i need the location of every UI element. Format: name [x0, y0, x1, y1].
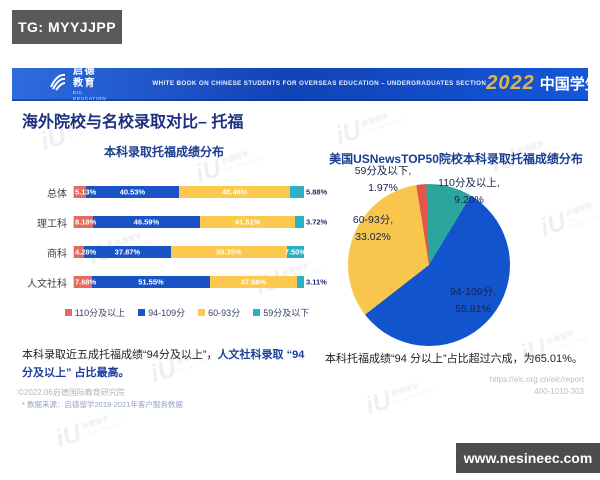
bar-track: 7.68% 51.55% 37.66% 3.11% [73, 276, 327, 288]
bar-segment: 7.50% [284, 246, 306, 258]
bar-segment-label: 5.88% [305, 187, 328, 197]
legend-item: 60-93分 [198, 306, 240, 319]
bar-row: 理工科 8.18% 46.59% 41.51% 3.72% [15, 216, 327, 230]
banner-title-cn: 中国学生留学白皮书 [539, 76, 600, 93]
eic-logo: 启德教育 EIC EDUCATION [48, 66, 106, 101]
bar-segment-label: 46.59% [133, 217, 160, 227]
left-conclusion-normal: 本科录取近五成托福成绩“94分及以上”， [22, 349, 218, 361]
bar-track: 4.28% 37.87% 50.35% 7.50% [73, 246, 306, 258]
banner-title: 2022 中国学生留学白皮书 – 本科篇 [486, 72, 600, 95]
phone-number: 400-1010-303 [534, 387, 584, 397]
bar-segment: 3.11% [296, 276, 327, 288]
bar-segment: 7.68% [74, 276, 96, 288]
bar-segment-label: 51.55% [138, 277, 164, 287]
legend-item: 59分及以下 [253, 306, 309, 319]
legend-label: 94-109分 [148, 308, 186, 318]
legend-swatch [64, 309, 72, 316]
legend-item: 110分及以上 [64, 306, 126, 319]
bar-segment: 40.53% [85, 186, 180, 198]
bar-segment-label: 37.66% [240, 277, 267, 287]
bar-segment-label: 3.72% [305, 217, 328, 227]
bar-segment-label: 41.51% [234, 217, 261, 227]
bar-segment: 48.46% [179, 186, 291, 198]
bar-segment: 37.87% [83, 246, 171, 258]
report-url: https://eic.org.cn/eic/report [489, 375, 584, 384]
copyright-text: ©2022.06启德国际教育研究院 [18, 388, 125, 397]
bar-category-label: 理工科 [37, 218, 67, 230]
bar-segment-label: 8.18% [75, 217, 97, 227]
legend-item: 94-109分 [138, 306, 185, 319]
pie-label-59-and-below: 59分及以下, 1.97% [354, 165, 412, 195]
pie [348, 184, 510, 346]
legend-swatch [253, 309, 261, 316]
bar-track: 8.18% 46.59% 41.51% 3.72% [73, 216, 327, 228]
header-banner: 启德教育 EIC EDUCATION WHITE BOOK ON CHINESE… [12, 66, 600, 101]
bar-segment: 50.35% [170, 246, 287, 258]
bar-segment-label: 5.13% [75, 187, 97, 197]
pie-label-110-and-above: 110分及以上, 9.20% [438, 177, 500, 207]
pie-label-94-109: 94-109分, 55.81% [449, 286, 497, 316]
bar-segment-label: 40.53% [119, 187, 146, 197]
bar-chart-title: 本科录取托福成绩分布 [103, 145, 224, 159]
bar-segment: 37.66% [210, 276, 297, 288]
bar-segment: 5.88% [290, 186, 327, 198]
page-title: 海外院校与名校录取对比– 托福 [22, 114, 244, 131]
bar-segment-label: 3.11% [305, 277, 327, 287]
bar-chart: 本科录取托福成绩分布 总体 5.13% 40.53% 48.46% 5.88% 理工科 8.… [15, 143, 327, 319]
pie-label-60-93: 60-93分, 33.02% [352, 214, 394, 244]
eic-logo-name-cn: 启德教育 [73, 66, 96, 90]
banner-year: 2022 [486, 72, 535, 94]
bar-category-label: 总体 [47, 188, 67, 200]
left-conclusion-highlight: 人文社科录取 “94分及以上” 占比最高。 [22, 349, 305, 379]
telegram-badge: TG: MYYJJPP [12, 10, 122, 44]
data-source-note: * 数据来源：启德留学2019-2021年客户服务数据 [22, 400, 183, 409]
bar-legend: 110分及以上 94-109分 60-93分 59分及以下 [61, 306, 313, 319]
contact-block: https://eic.org.cn/eic/report 400-1010-3… [490, 374, 584, 399]
bar-segment: 3.72% [295, 216, 327, 228]
bar-segment-label: 7.50% [284, 247, 306, 257]
legend-label: 59分及以下 [263, 308, 310, 318]
bar-segment: 8.18% [74, 216, 97, 228]
bar-segment: 46.59% [92, 216, 200, 228]
pie-chart: 美国USNewsTOP50院校本科录取托福成绩分布 59分及以下, 1.97% 1… [325, 150, 587, 350]
banner-caption: WHITE BOOK ON CHINESE STUDENTS FOR OVERS… [152, 80, 487, 87]
bar-row: 商科 4.28% 37.87% 50.35% 7.50% [15, 246, 313, 260]
bar-segment-label: 50.35% [216, 247, 242, 257]
website-badge: www.nesineec.com [456, 443, 600, 473]
bar-row: 总体 5.13% 40.53% 48.46% 5.88% [15, 186, 327, 200]
bar-segment-label: 4.28% [75, 247, 97, 257]
telegram-badge-text: TG: MYYJJPP [17, 19, 117, 35]
bar-category-label: 人文社科 [27, 278, 67, 290]
eic-logo-name-en: EIC EDUCATION [73, 90, 107, 101]
eic-logo-icon [48, 71, 68, 96]
left-conclusion-text: 本科录取近五成托福成绩“94分及以上”，人文社科录取 “94分及以上” 占比最高… [22, 347, 314, 382]
bar-segment: 5.13% [74, 186, 96, 198]
bar-category-label: 商科 [47, 248, 67, 260]
bar-segment: 4.28% [74, 246, 96, 258]
legend-swatch [138, 309, 146, 316]
legend-label: 110分及以上 [74, 308, 126, 318]
bar-segment: 51.55% [91, 276, 211, 288]
bar-rows: 总体 5.13% 40.53% 48.46% 5.88% 理工科 8.18% 46.59% 41… [15, 186, 327, 290]
bar-track: 5.13% 40.53% 48.46% 5.88% [73, 186, 327, 198]
legend-swatch [198, 309, 206, 316]
pie-chart-title: 美国USNewsTOP50院校本科录取托福成绩分布 [329, 152, 583, 166]
legend-label: 60-93分 [208, 308, 241, 318]
right-conclusion-text: 本科托福成绩“94 分以上”占比超过六成，为65.01%。 [325, 353, 583, 365]
bar-segment-label: 48.46% [222, 187, 248, 197]
bar-segment: 41.51% [199, 216, 296, 228]
website-badge-text: www.nesineec.com [463, 450, 593, 466]
bar-segment-label: 7.68% [75, 277, 97, 287]
bar-segment-label: 37.87% [114, 247, 141, 257]
bar-row: 人文社科 7.68% 51.55% 37.66% 3.11% [15, 276, 327, 290]
